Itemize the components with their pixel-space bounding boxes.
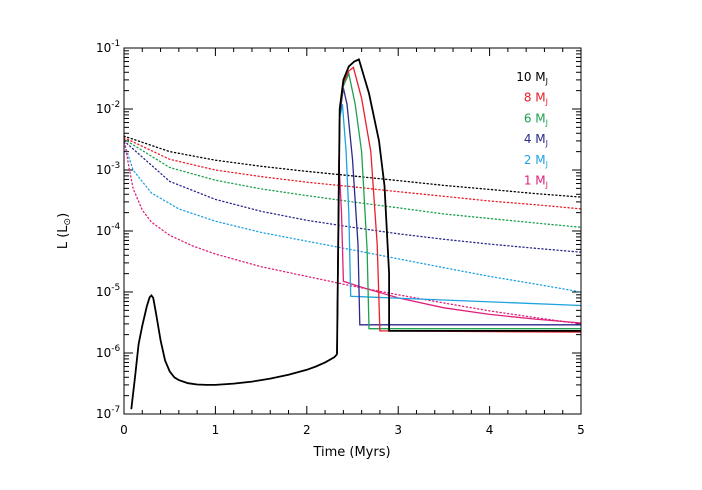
x-tick-label: 4 bbox=[486, 423, 494, 437]
series-4-solid-line bbox=[336, 87, 581, 355]
series-8-dotted-line bbox=[124, 136, 581, 210]
x-tick-label: 5 bbox=[577, 423, 585, 437]
series-10-dotted-line bbox=[124, 135, 581, 198]
y-tick-label: 10-2 bbox=[96, 100, 120, 116]
y-tick-label: 10-5 bbox=[96, 283, 120, 299]
series-4-dotted-line bbox=[124, 140, 581, 253]
x-tick-label: 3 bbox=[394, 423, 402, 437]
y-tick-label: 10-1 bbox=[96, 39, 120, 55]
x-tick-label: 2 bbox=[303, 423, 311, 437]
legend-entry-1: 1 MJ bbox=[524, 174, 548, 190]
y-tick-label: 10-3 bbox=[96, 161, 120, 177]
plot-frame bbox=[123, 47, 582, 415]
legend-entry-10: 10 MJ bbox=[516, 70, 548, 86]
x-tick-label: 1 bbox=[212, 423, 220, 437]
legend-entry-6: 6 MJ bbox=[524, 111, 548, 127]
y-tick-label: 10-7 bbox=[96, 405, 120, 421]
y-tick-labels: 10-7 10-6 10-5 10-4 10-3 10-2 10-1 bbox=[96, 39, 121, 421]
legend-entry-4: 4 MJ bbox=[524, 132, 548, 148]
y-tick-label: 10-6 bbox=[96, 344, 121, 360]
axis-ticks bbox=[123, 47, 582, 415]
series-6-dotted-line bbox=[124, 138, 581, 228]
y-tick-label: 10-4 bbox=[96, 222, 121, 238]
x-axis-title: Time (Myrs) bbox=[312, 445, 390, 460]
series-10-solid-line bbox=[336, 58, 581, 355]
x-tick-labels: 0 1 2 3 4 5 bbox=[120, 423, 585, 437]
plot-series bbox=[124, 58, 581, 410]
series-2-dotted-line bbox=[124, 142, 581, 293]
legend: 10 MJ 8 MJ 6 MJ 4 MJ 2 MJ 1 MJ bbox=[516, 70, 548, 190]
x-tick-label: 0 bbox=[120, 423, 128, 437]
legend-entry-2: 2 MJ bbox=[524, 153, 548, 169]
series-1-solid-line bbox=[336, 159, 581, 355]
series-1-dotted-line bbox=[124, 137, 581, 325]
pre-accretion-line bbox=[130, 293, 338, 410]
legend-entry-8: 8 MJ bbox=[524, 91, 548, 107]
y-axis-title: L (L⊙) bbox=[56, 213, 73, 249]
